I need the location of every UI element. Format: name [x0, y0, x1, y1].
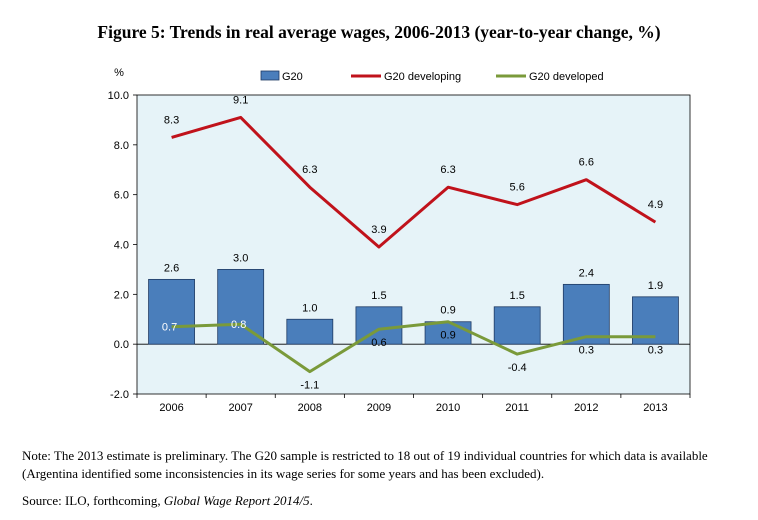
bar-g20 [217, 269, 265, 345]
point-label-g20-developed: 0.9 [440, 330, 455, 342]
point-label-g20-developing: 6.6 [579, 157, 594, 169]
x-tick-label: 2012 [574, 402, 598, 414]
point-label-g20-developed: 0.6 [371, 337, 386, 349]
figure-note: Note: The 2013 estimate is preliminary. … [22, 448, 708, 481]
plot-area [136, 94, 691, 395]
y-tick-label: -2.0 [110, 389, 129, 401]
x-tick-label: 2007 [228, 402, 252, 414]
point-label-g20-developed: -1.1 [300, 380, 319, 392]
bar-label-g20: 2.4 [579, 267, 594, 279]
bar-g20 [562, 283, 610, 345]
x-tick-label: 2013 [643, 402, 667, 414]
point-label-g20-developed: -0.4 [508, 362, 527, 374]
point-label-g20-developing: 5.6 [510, 182, 525, 194]
point-label-g20-developed: 0.8 [231, 319, 246, 331]
x-tick-label: 2006 [159, 402, 183, 414]
source-prefix: Source: ILO, forthcoming, [22, 493, 164, 508]
point-label-g20-developed: 0.3 [579, 345, 594, 357]
line-g20-developed [171, 320, 656, 374]
y-tick-label: 10.0 [108, 90, 129, 102]
source-suffix: . [309, 493, 313, 508]
x-tick-label: 2010 [436, 402, 460, 414]
point-label-g20-developing: 9.1 [233, 94, 248, 106]
y-tick-label: 0.0 [114, 339, 129, 351]
bar-g20 [493, 306, 541, 345]
point-label-g20-developing: 3.9 [371, 224, 386, 236]
y-axis-label: % [114, 67, 124, 79]
legend-swatch-g20 [260, 70, 280, 81]
bar-label-g20: 1.5 [371, 290, 386, 302]
source-title: Global Wage Report 2014/5 [163, 493, 310, 508]
point-label-g20-developing: 6.3 [440, 164, 455, 176]
line-bar-chart: 10.0 8.0 6.0 4.0 2.0 0.0 -2.0% 2006 2007 2008 2009… [108, 67, 691, 414]
figure-title: Figure 5: Trends in real average wages, … [97, 22, 661, 42]
point-label-g20-developed: 0.7 [162, 322, 177, 334]
point-label-g20-developing: 8.3 [164, 114, 179, 126]
y-tick-label: 4.0 [114, 240, 129, 252]
line-g20-developing [171, 115, 657, 249]
point-label-g20-developed: 0.3 [648, 345, 663, 357]
bar-g20 [286, 318, 334, 345]
bar-label-g20: 1.5 [510, 290, 525, 302]
point-label-g20-developing: 6.3 [302, 164, 317, 176]
y-tick-label: 8.0 [114, 140, 129, 152]
x-tick-label: 2009 [367, 402, 391, 414]
y-tick-label: 2.0 [114, 289, 129, 301]
bar-label-g20: 3.0 [233, 252, 248, 264]
point-label-g20-developing: 4.9 [648, 199, 663, 211]
legend-label-g20: G20 [282, 71, 303, 83]
legend-label-g20-developing: G20 developing [384, 71, 461, 83]
y-tick-label: 6.0 [114, 190, 129, 202]
bar-g20 [148, 278, 195, 345]
figure-source: Source: ILO, forthcoming, Global Wage Re… [22, 492, 313, 510]
bar-label-g20: 1.9 [648, 280, 663, 292]
bar-label-g20: 0.9 [440, 305, 455, 317]
legend-label-g20-developed: G20 developed [529, 71, 604, 83]
bar-label-g20: 1.0 [302, 302, 317, 314]
bar-label-g20: 2.6 [164, 262, 179, 274]
x-tick-label: 2011 [505, 402, 529, 414]
x-tick-label: 2008 [298, 402, 322, 414]
